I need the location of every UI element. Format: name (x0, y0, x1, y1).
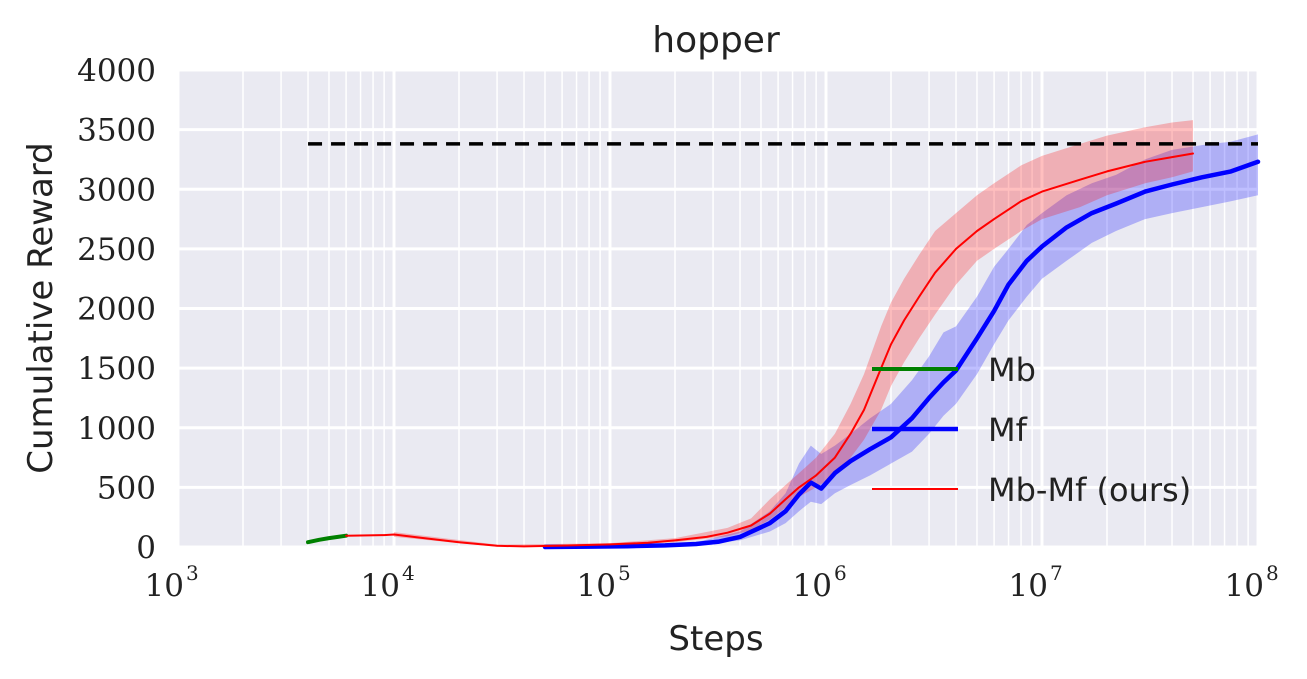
chart-title: hopper (652, 20, 780, 61)
band-mb-mf-ours- (394, 120, 1193, 547)
x-tick-labels: 10 3 10 4 10 5 10 6 10 7 10 8 (145, 561, 1279, 604)
y-axis-label: Cumulative Reward (21, 142, 61, 473)
x-tick-exponent: 3 (186, 561, 199, 585)
x-tick-base: 10 (145, 568, 184, 604)
x-tick-base: 10 (577, 568, 616, 604)
x-tick-exponent: 7 (1050, 561, 1063, 585)
x-tick-exponent: 4 (402, 561, 415, 585)
x-tick-label: 10 6 (793, 561, 847, 604)
x-tick-base: 10 (1225, 568, 1264, 604)
y-tick-label: 4000 (77, 53, 156, 89)
legend-label: Mf (988, 411, 1028, 449)
legend: Mb Mf Mb-Mf (ours) (872, 351, 1191, 509)
x-tick-base: 10 (1009, 568, 1048, 604)
y-tick-label: 1500 (77, 351, 156, 387)
legend-item: Mb-Mf (ours) (872, 471, 1191, 509)
x-tick-base: 10 (793, 568, 832, 604)
x-tick-exponent: 5 (618, 561, 631, 585)
x-tick-label: 10 8 (1225, 561, 1279, 604)
y-tick-label: 3500 (77, 113, 156, 149)
y-tick-label: 2000 (77, 292, 156, 328)
y-tick-label: 1000 (77, 411, 156, 447)
x-tick-label: 10 5 (577, 561, 631, 604)
series-line-mb-mf-ours- (345, 152, 1194, 548)
legend-label: Mb-Mf (ours) (988, 471, 1191, 509)
confidence-bands (394, 120, 1258, 547)
x-tick-label: 10 4 (361, 561, 415, 604)
y-tick-label: 2500 (77, 232, 156, 268)
major-grid (176, 68, 1260, 549)
x-tick-label: 10 7 (1009, 561, 1063, 604)
x-tick-base: 10 (361, 568, 400, 604)
y-tick-label: 3000 (77, 172, 156, 208)
series-line-mb (306, 533, 349, 545)
y-tick-label: 500 (97, 470, 156, 506)
x-tick-exponent: 6 (834, 561, 847, 585)
y-tick-labels: 0 500 1000 1500 2000 2500 3000 3500 4000 (77, 53, 156, 566)
legend-label: Mb (988, 351, 1036, 389)
band-mf (545, 134, 1258, 547)
legend-item: Mf (872, 411, 1028, 449)
x-tick-exponent: 8 (1266, 561, 1279, 585)
x-axis-label: Steps (668, 619, 763, 659)
legend-item: Mb (872, 351, 1036, 389)
x-tick-label: 10 3 (145, 561, 199, 604)
y-tick-label: 0 (136, 530, 156, 566)
